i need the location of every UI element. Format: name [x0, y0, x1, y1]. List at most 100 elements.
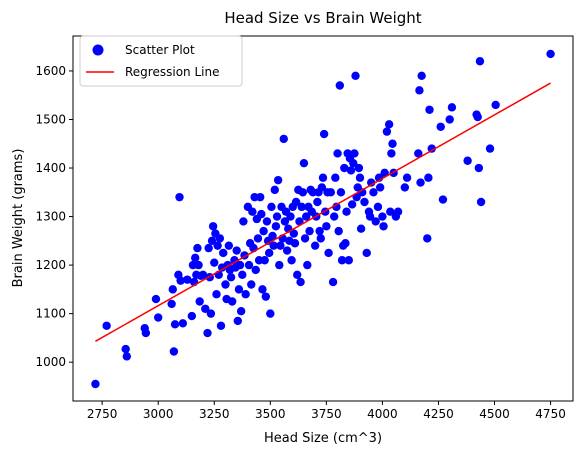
scatter-point [271, 222, 281, 231]
x-tick-label: 2750 [87, 407, 118, 421]
scatter-points [91, 49, 555, 389]
scatter-point [102, 321, 111, 330]
y-tick-label: 1500 [35, 112, 66, 126]
scatter-point [151, 294, 161, 304]
scatter-point [474, 163, 484, 173]
scatter-point [331, 173, 340, 182]
x-tick-label: 3500 [255, 407, 286, 421]
scatter-point [340, 163, 349, 173]
scatter-point [319, 129, 329, 139]
scatter-point [121, 344, 130, 354]
scatter-point [154, 313, 163, 322]
scatter-point [122, 352, 132, 361]
scatter-point [219, 248, 228, 258]
x-tick-label: 3750 [311, 407, 342, 421]
scatter-point [248, 207, 257, 216]
scatter-point [183, 275, 192, 284]
scatter-point [351, 71, 360, 81]
scatter-point [270, 185, 279, 195]
scatter-point [279, 134, 288, 144]
scatter-point [438, 195, 448, 204]
scatter-point [289, 229, 299, 238]
scatter-point [187, 311, 197, 321]
scatter-point [360, 197, 369, 207]
scatter-point [293, 270, 302, 280]
scatter-point [355, 173, 365, 182]
scatter-point [382, 127, 392, 136]
legend-line-label: Regression Line [125, 65, 219, 79]
scatter-point [416, 178, 425, 187]
scatter-point [235, 260, 245, 270]
scatter-point [330, 212, 339, 221]
scatter-point [253, 234, 263, 243]
scatter-point [436, 122, 445, 131]
scatter-point [216, 321, 226, 330]
scatter-point [167, 299, 176, 309]
scatter-point [210, 258, 219, 267]
plot-area [91, 49, 555, 389]
scatter-point [260, 256, 269, 265]
scatter-point [227, 297, 237, 306]
scatter-point [239, 217, 248, 226]
scatter-point [269, 241, 278, 250]
scatter-point [371, 217, 380, 226]
scatter-point [193, 243, 202, 253]
scatter-point [378, 212, 387, 221]
scatter-point [282, 246, 292, 255]
scatter-point [194, 260, 203, 270]
regression-line [95, 82, 551, 342]
scatter-point [291, 197, 301, 207]
scatter-point [310, 241, 320, 250]
scatter-point [301, 212, 311, 221]
scatter-point [141, 328, 151, 338]
scatter-point [332, 202, 341, 212]
scatter-point [546, 49, 555, 59]
scatter-point [244, 260, 254, 270]
scatter-point [346, 166, 356, 175]
scatter-point [356, 224, 366, 233]
scatter-point [276, 241, 285, 250]
x-tick-label: 3250 [199, 407, 230, 421]
scatter-point [316, 234, 325, 243]
legend-box [79, 35, 243, 87]
scatter-point [178, 319, 188, 328]
scatter-point [313, 197, 322, 207]
scatter-point [213, 241, 222, 250]
scatter-point [226, 273, 236, 282]
scatter-point [91, 379, 100, 389]
scatter-point [354, 163, 364, 173]
scatter-point [233, 316, 242, 326]
scatter-point [367, 178, 376, 187]
scatter-point [337, 256, 347, 265]
scatter-point [236, 307, 246, 316]
scatter-point [300, 234, 310, 243]
scatter-point [322, 222, 331, 231]
scatter-point [318, 173, 328, 182]
scatter-point [215, 234, 225, 243]
scatter-point [190, 253, 200, 263]
scatter-point [425, 105, 434, 114]
x-tick-label: 4500 [479, 407, 510, 421]
scatter-point [380, 168, 389, 178]
x-tick-label: 4250 [423, 407, 454, 421]
legend: Scatter Plot Regression Line [79, 35, 243, 87]
scatter-point [247, 280, 256, 289]
scatter-point [414, 149, 423, 158]
scatter-point [328, 277, 338, 287]
scatter-point [175, 192, 184, 202]
scatter-point [296, 277, 305, 287]
scatter-point [393, 207, 403, 216]
scatter-point [317, 183, 327, 192]
scatter-point [256, 192, 265, 202]
scatter-point [259, 226, 268, 236]
scatter-point [336, 188, 346, 197]
scatter-point [287, 256, 296, 265]
scatter-point [207, 236, 217, 246]
scatter-point [290, 239, 300, 248]
scatter-point [485, 144, 495, 153]
scatter-point [369, 188, 378, 197]
scatter-point [280, 217, 290, 226]
scatter-point [201, 304, 210, 313]
scatter-point [333, 149, 342, 158]
scatter-point [475, 57, 485, 66]
